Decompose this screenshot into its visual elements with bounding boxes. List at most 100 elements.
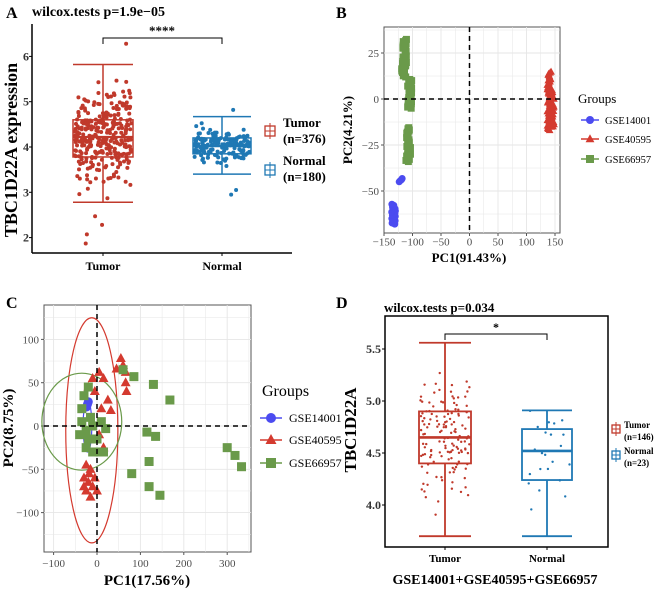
y-tick-label: 4 [23, 140, 29, 154]
data-point [427, 422, 431, 426]
data-point [110, 126, 115, 131]
data-point [88, 142, 93, 147]
legend-key-circle [586, 116, 594, 124]
data-point [435, 415, 438, 418]
data-point [230, 450, 240, 460]
x-tick-label: −50 [432, 237, 450, 249]
panel-label-d: D [336, 295, 348, 312]
data-point [450, 411, 453, 415]
plot-frame [384, 315, 609, 548]
data-point [105, 151, 110, 156]
data-point [120, 377, 131, 387]
outlier-point [124, 41, 129, 46]
panel-d-ylabel: TBC1D22A [341, 387, 360, 473]
data-point [77, 139, 82, 144]
data-point [121, 385, 132, 395]
data-point [99, 130, 104, 135]
data-point [74, 148, 79, 153]
data-point [438, 451, 442, 454]
data-point [432, 460, 435, 464]
data-point [118, 160, 123, 165]
x-tick-label: −100 [401, 237, 424, 249]
data-point [91, 102, 96, 107]
data-point [215, 149, 220, 154]
data-point [422, 482, 425, 486]
data-point [237, 462, 247, 472]
data-point [467, 416, 470, 419]
data-point [111, 105, 116, 110]
data-point [92, 485, 102, 495]
data-point [440, 479, 444, 482]
data-point [127, 469, 137, 479]
panel-d-xtick-normal: Normal [529, 553, 565, 565]
data-point [108, 138, 113, 143]
data-point [77, 192, 82, 197]
y-tick-label: 0 [34, 421, 40, 433]
data-point [92, 434, 102, 444]
data-point [451, 466, 454, 470]
data-point [118, 365, 128, 375]
data-point [456, 396, 460, 399]
data-point [437, 500, 440, 503]
data-point [460, 450, 463, 454]
data-point [435, 419, 439, 423]
legend-count: (n=23) [624, 458, 649, 468]
data-point [116, 165, 121, 170]
data-point [125, 104, 130, 109]
data-point [420, 400, 424, 403]
significance-bracket [102, 37, 223, 44]
data-point [452, 420, 456, 424]
data-point [155, 490, 165, 500]
data-point [464, 448, 467, 451]
data-point [450, 487, 454, 490]
data-point [457, 460, 461, 463]
data-point [447, 458, 450, 461]
data-point [440, 454, 443, 458]
data-point [539, 467, 542, 471]
data-point [84, 151, 89, 156]
data-point [82, 97, 87, 102]
data-point [430, 448, 433, 452]
data-point [83, 476, 94, 486]
data-point [193, 138, 198, 143]
data-point [105, 128, 110, 133]
data-point [125, 165, 130, 170]
data-point [438, 440, 441, 443]
data-point [420, 465, 424, 468]
box-tumor [72, 119, 134, 158]
data-point [457, 408, 460, 411]
data-point [93, 176, 98, 181]
data-point [126, 160, 131, 165]
data-point [101, 424, 111, 434]
legend-label: GSE40595 [605, 135, 651, 146]
data-point [460, 440, 463, 444]
data-point [120, 125, 125, 130]
data-point [465, 404, 468, 408]
data-point [464, 486, 467, 489]
data-point [208, 147, 213, 152]
data-point [99, 148, 104, 153]
data-point [123, 127, 128, 132]
data-point [444, 444, 447, 447]
data-point [432, 405, 435, 408]
data-point [216, 155, 221, 160]
data-point [547, 67, 555, 75]
x-tick-label: 50 [493, 237, 505, 249]
data-point [109, 101, 114, 106]
data-point [112, 113, 117, 118]
data-point [457, 414, 460, 417]
y-tick-label: 0 [374, 94, 380, 106]
data-point [429, 418, 432, 421]
data-point [105, 196, 110, 201]
legend-count: (n=376) [283, 131, 326, 146]
data-point [77, 404, 87, 414]
y-tick-label: −25 [362, 140, 380, 152]
y-tick-label: 3 [23, 185, 29, 199]
x-tick-label: −100 [42, 558, 65, 570]
data-point [85, 491, 96, 501]
data-point [108, 113, 113, 118]
data-point [124, 79, 129, 84]
data-point [78, 162, 83, 167]
data-point [398, 174, 406, 182]
data-point [128, 144, 133, 149]
